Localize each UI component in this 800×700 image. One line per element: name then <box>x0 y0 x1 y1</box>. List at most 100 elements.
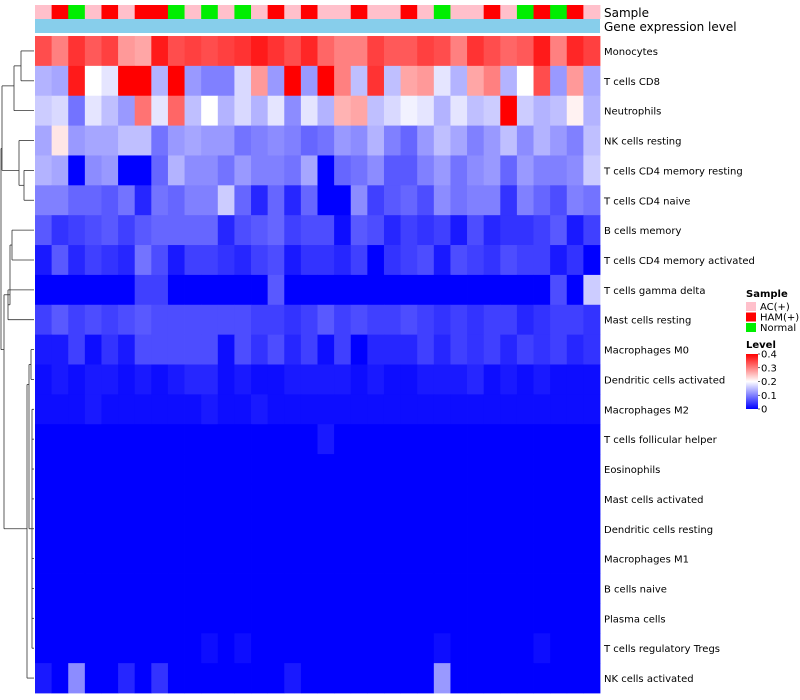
heatmap-cell <box>134 573 152 604</box>
heatmap-cell <box>68 65 86 97</box>
heatmap-cell <box>483 663 501 694</box>
heatmap-cell <box>467 125 485 156</box>
heatmap-cell <box>201 394 219 425</box>
heatmap-cell <box>483 483 501 515</box>
heatmap-cell <box>51 483 69 515</box>
heatmap-cell <box>300 95 318 126</box>
heatmap-cell <box>450 573 468 604</box>
heatmap-cell <box>433 95 451 126</box>
heatmap-cell <box>533 155 551 186</box>
heatmap-cell <box>134 483 152 515</box>
heatmap-cell <box>566 483 584 515</box>
heatmap-cell <box>367 633 385 664</box>
heatmap-cell <box>217 36 235 67</box>
heatmap-cell <box>583 215 601 246</box>
heatmap-cell <box>217 65 235 97</box>
heatmap-cell <box>516 245 534 276</box>
heatmap-cell <box>450 185 468 216</box>
heatmap-cell <box>400 663 418 694</box>
heatmap-cell <box>383 95 401 126</box>
heatmap-cell <box>251 543 269 574</box>
heatmap-cell <box>118 155 136 186</box>
heatmap-cell <box>566 543 584 574</box>
heatmap-cell <box>467 364 485 395</box>
heatmap-cell <box>566 394 584 425</box>
heatmap-cell <box>217 185 235 216</box>
heatmap-cell <box>400 364 418 395</box>
heatmap-cell <box>334 95 352 126</box>
heatmap-cell <box>483 633 501 664</box>
heatmap-cell <box>383 663 401 694</box>
heatmap-cell <box>583 125 601 156</box>
heatmap-cell <box>68 573 86 604</box>
heatmap-cell <box>167 603 185 634</box>
heatmap-cell <box>400 454 418 485</box>
legend-swatch <box>746 312 756 322</box>
heatmap-cell <box>51 454 69 485</box>
heatmap-cell <box>118 36 136 67</box>
heatmap-cell <box>367 543 385 574</box>
heatmap-cell <box>550 663 568 694</box>
heatmap-cell <box>217 633 235 664</box>
heatmap-cell <box>251 36 269 67</box>
heatmap-cell <box>334 215 352 246</box>
heatmap-cell <box>334 65 352 97</box>
heatmap-cell <box>583 304 601 336</box>
heatmap-cell <box>533 215 551 246</box>
sample-annotation-cell <box>267 5 285 19</box>
heatmap-cell <box>550 36 568 67</box>
heatmap-cell <box>483 454 501 485</box>
heatmap-cell <box>201 573 219 604</box>
heatmap-cell <box>367 215 385 246</box>
heatmap-cell <box>300 215 318 246</box>
heatmap-cell <box>284 364 302 395</box>
heatmap-cell <box>101 245 119 276</box>
heatmap-cell <box>500 65 518 97</box>
heatmap-cell <box>417 95 435 126</box>
heatmap-cell <box>550 483 568 515</box>
heatmap-cell <box>317 185 335 216</box>
heatmap-cell <box>450 663 468 694</box>
heatmap-cell <box>118 274 136 306</box>
heatmap-cell <box>350 125 368 156</box>
heatmap-cell <box>217 394 235 425</box>
heatmap-cell <box>300 424 318 455</box>
row-label: T cells CD4 memory activated <box>603 256 755 267</box>
heatmap-cell <box>101 304 119 336</box>
heatmap-cell <box>533 125 551 156</box>
heatmap-cell <box>284 65 302 97</box>
heatmap-cell <box>234 454 252 485</box>
heatmap-cell <box>500 36 518 67</box>
heatmap-cell <box>350 155 368 186</box>
heatmap-cell <box>550 394 568 425</box>
heatmap-cell <box>167 215 185 246</box>
sample-annotation-cell <box>367 5 385 19</box>
heatmap-cell <box>500 364 518 395</box>
heatmap-cell <box>101 513 119 545</box>
heatmap-cell <box>68 155 86 186</box>
heatmap-cell <box>566 573 584 604</box>
sample-annotation-cell <box>217 5 235 19</box>
heatmap-cell <box>84 65 102 97</box>
heatmap-cell <box>184 215 202 246</box>
heatmap-cell <box>51 155 69 186</box>
heatmap-cell <box>201 65 219 97</box>
heatmap-cell <box>151 454 169 485</box>
heatmap-cell <box>151 364 169 395</box>
heatmap-cell <box>35 36 53 67</box>
heatmap-cell <box>217 483 235 515</box>
heatmap-cell <box>317 483 335 515</box>
heatmap-cell <box>350 454 368 485</box>
heatmap-cell <box>450 125 468 156</box>
heatmap-cell <box>234 543 252 574</box>
heatmap-cell <box>350 543 368 574</box>
heatmap-cell <box>284 155 302 186</box>
heatmap-cell <box>134 36 152 67</box>
heatmap-cell <box>35 364 53 395</box>
heatmap-cell <box>583 454 601 485</box>
heatmap-cell <box>284 245 302 276</box>
heatmap-cell <box>51 424 69 455</box>
heatmap-cell <box>267 95 285 126</box>
row-label: Monocytes <box>604 47 658 58</box>
heatmap-cell <box>251 633 269 664</box>
